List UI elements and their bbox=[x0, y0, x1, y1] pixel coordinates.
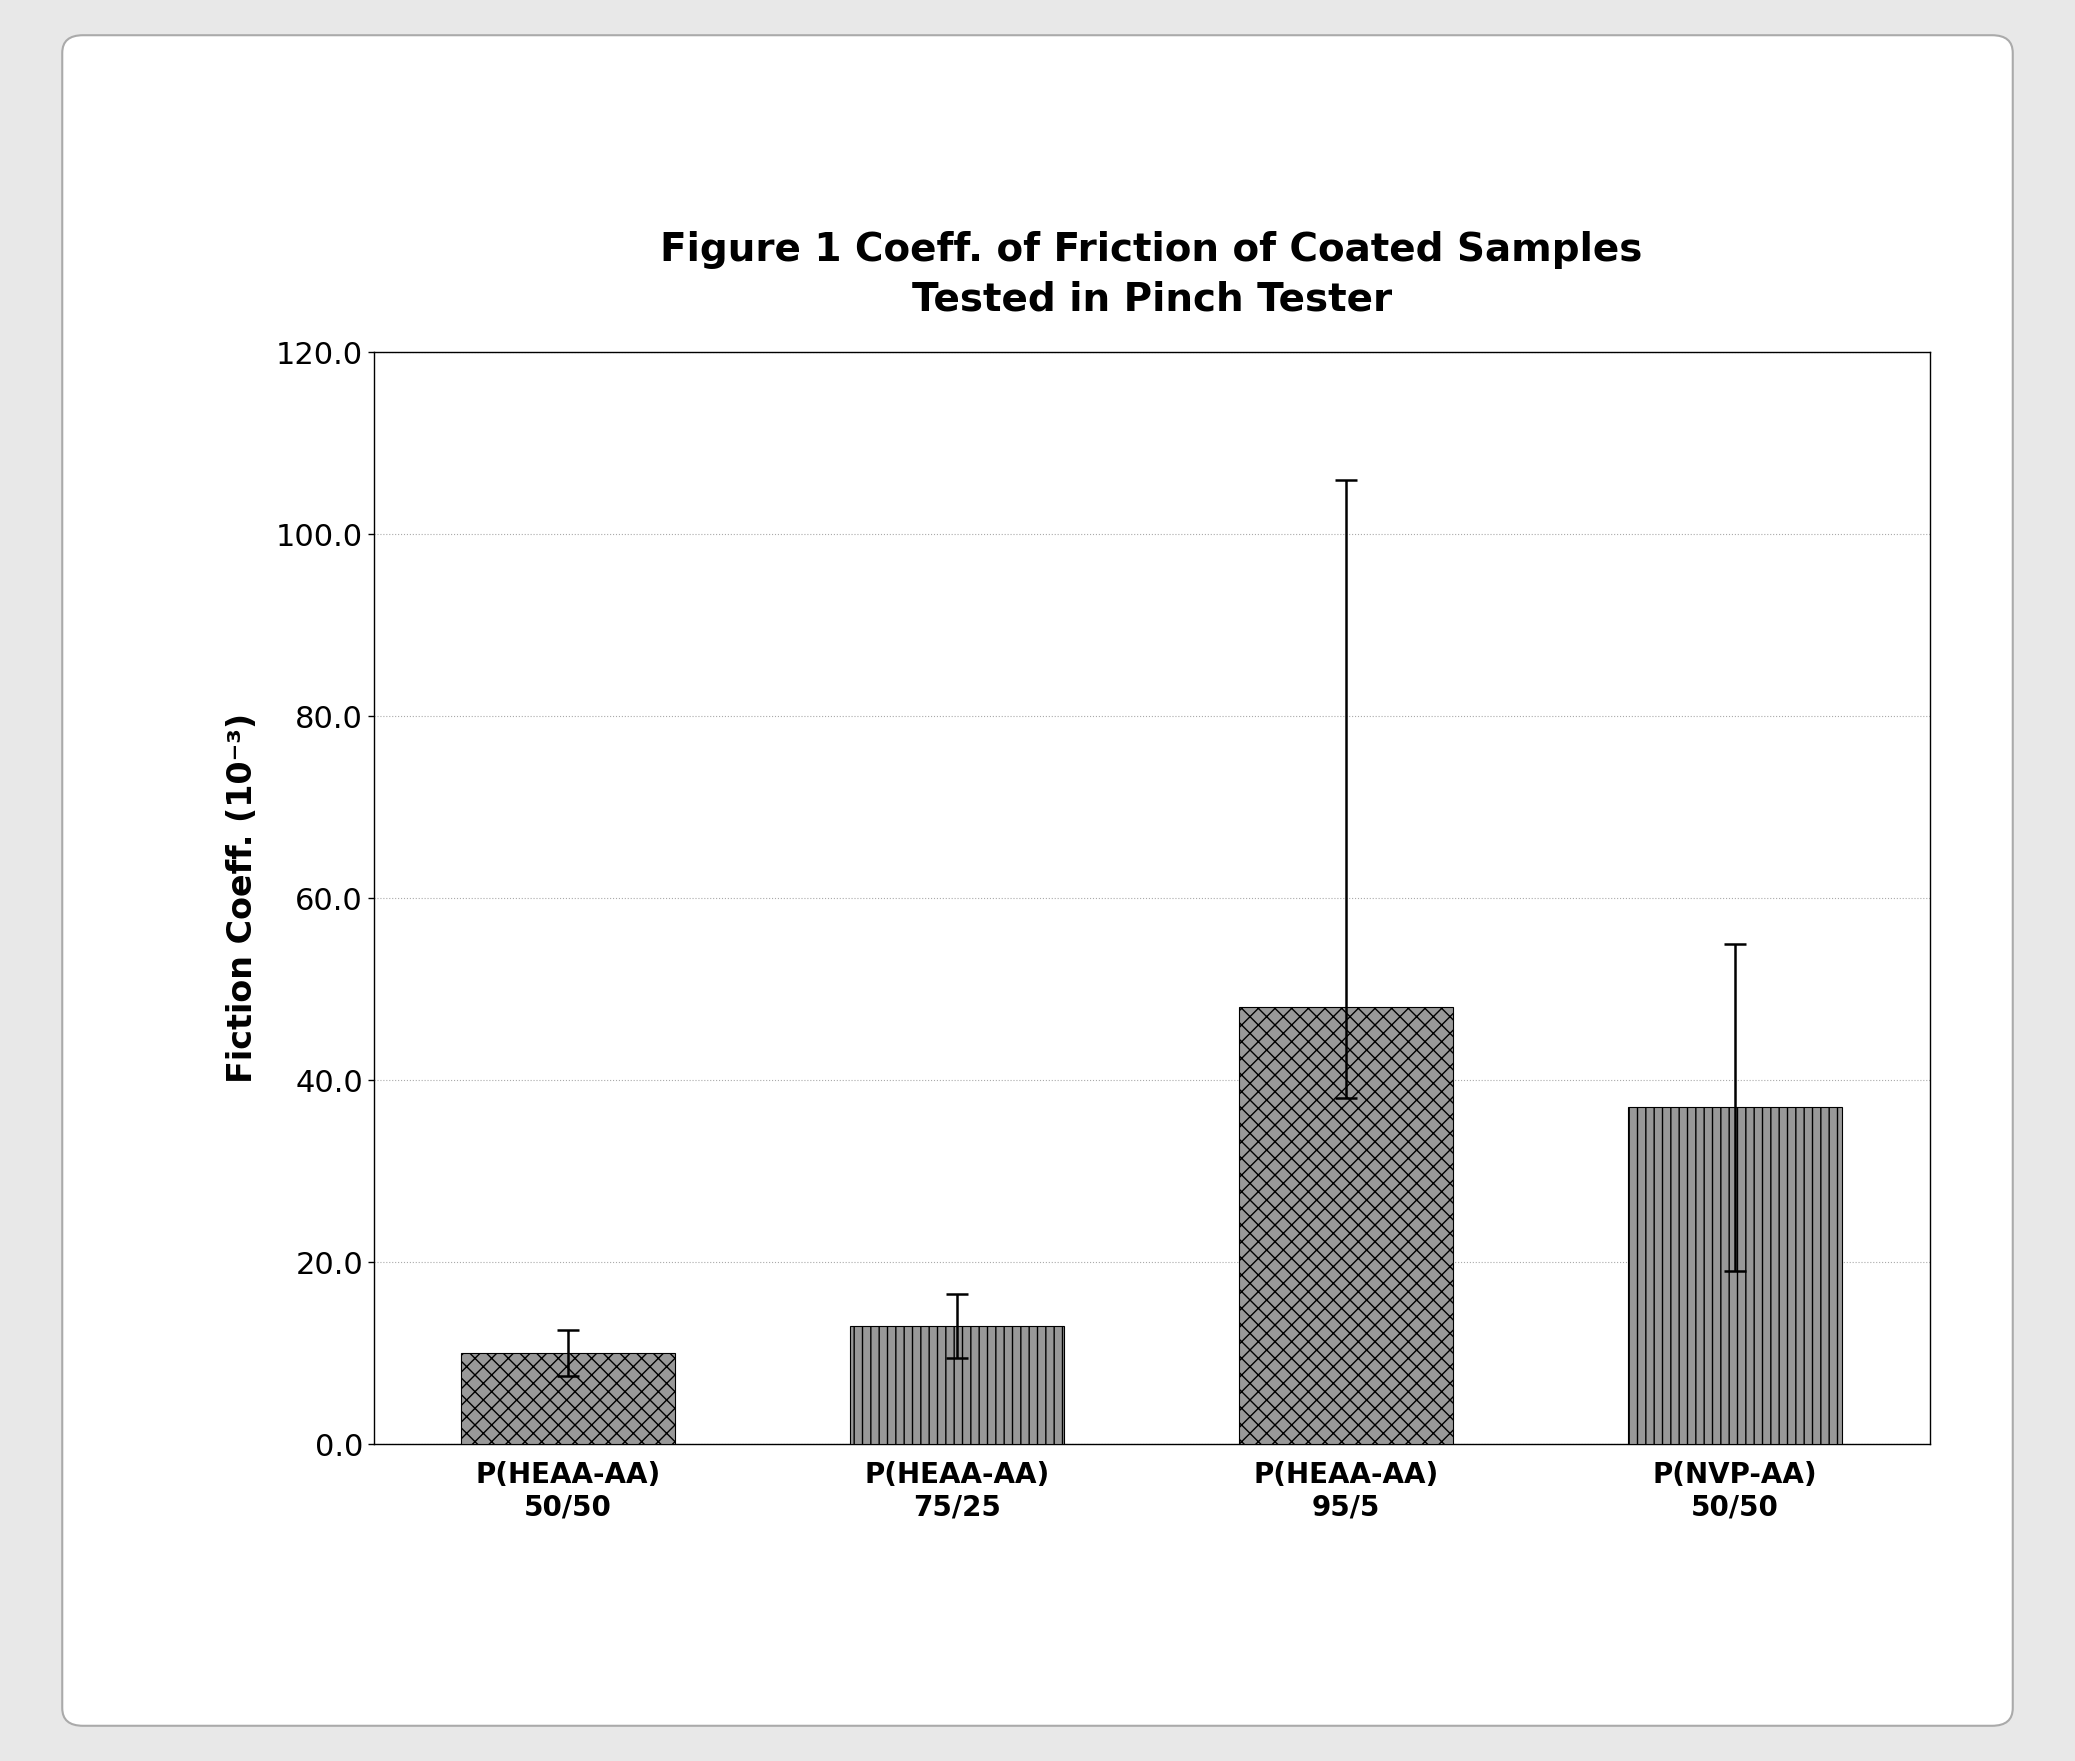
Bar bbox=[1629, 1108, 1843, 1444]
Bar bbox=[461, 1352, 674, 1444]
Bar bbox=[1239, 1007, 1452, 1444]
Y-axis label: Fiction Coeff. (10⁻³): Fiction Coeff. (10⁻³) bbox=[226, 713, 259, 1083]
Bar bbox=[851, 1326, 1064, 1444]
Title: Figure 1 Coeff. of Friction of Coated Samples
Tested in Pinch Tester: Figure 1 Coeff. of Friction of Coated Sa… bbox=[660, 231, 1643, 319]
